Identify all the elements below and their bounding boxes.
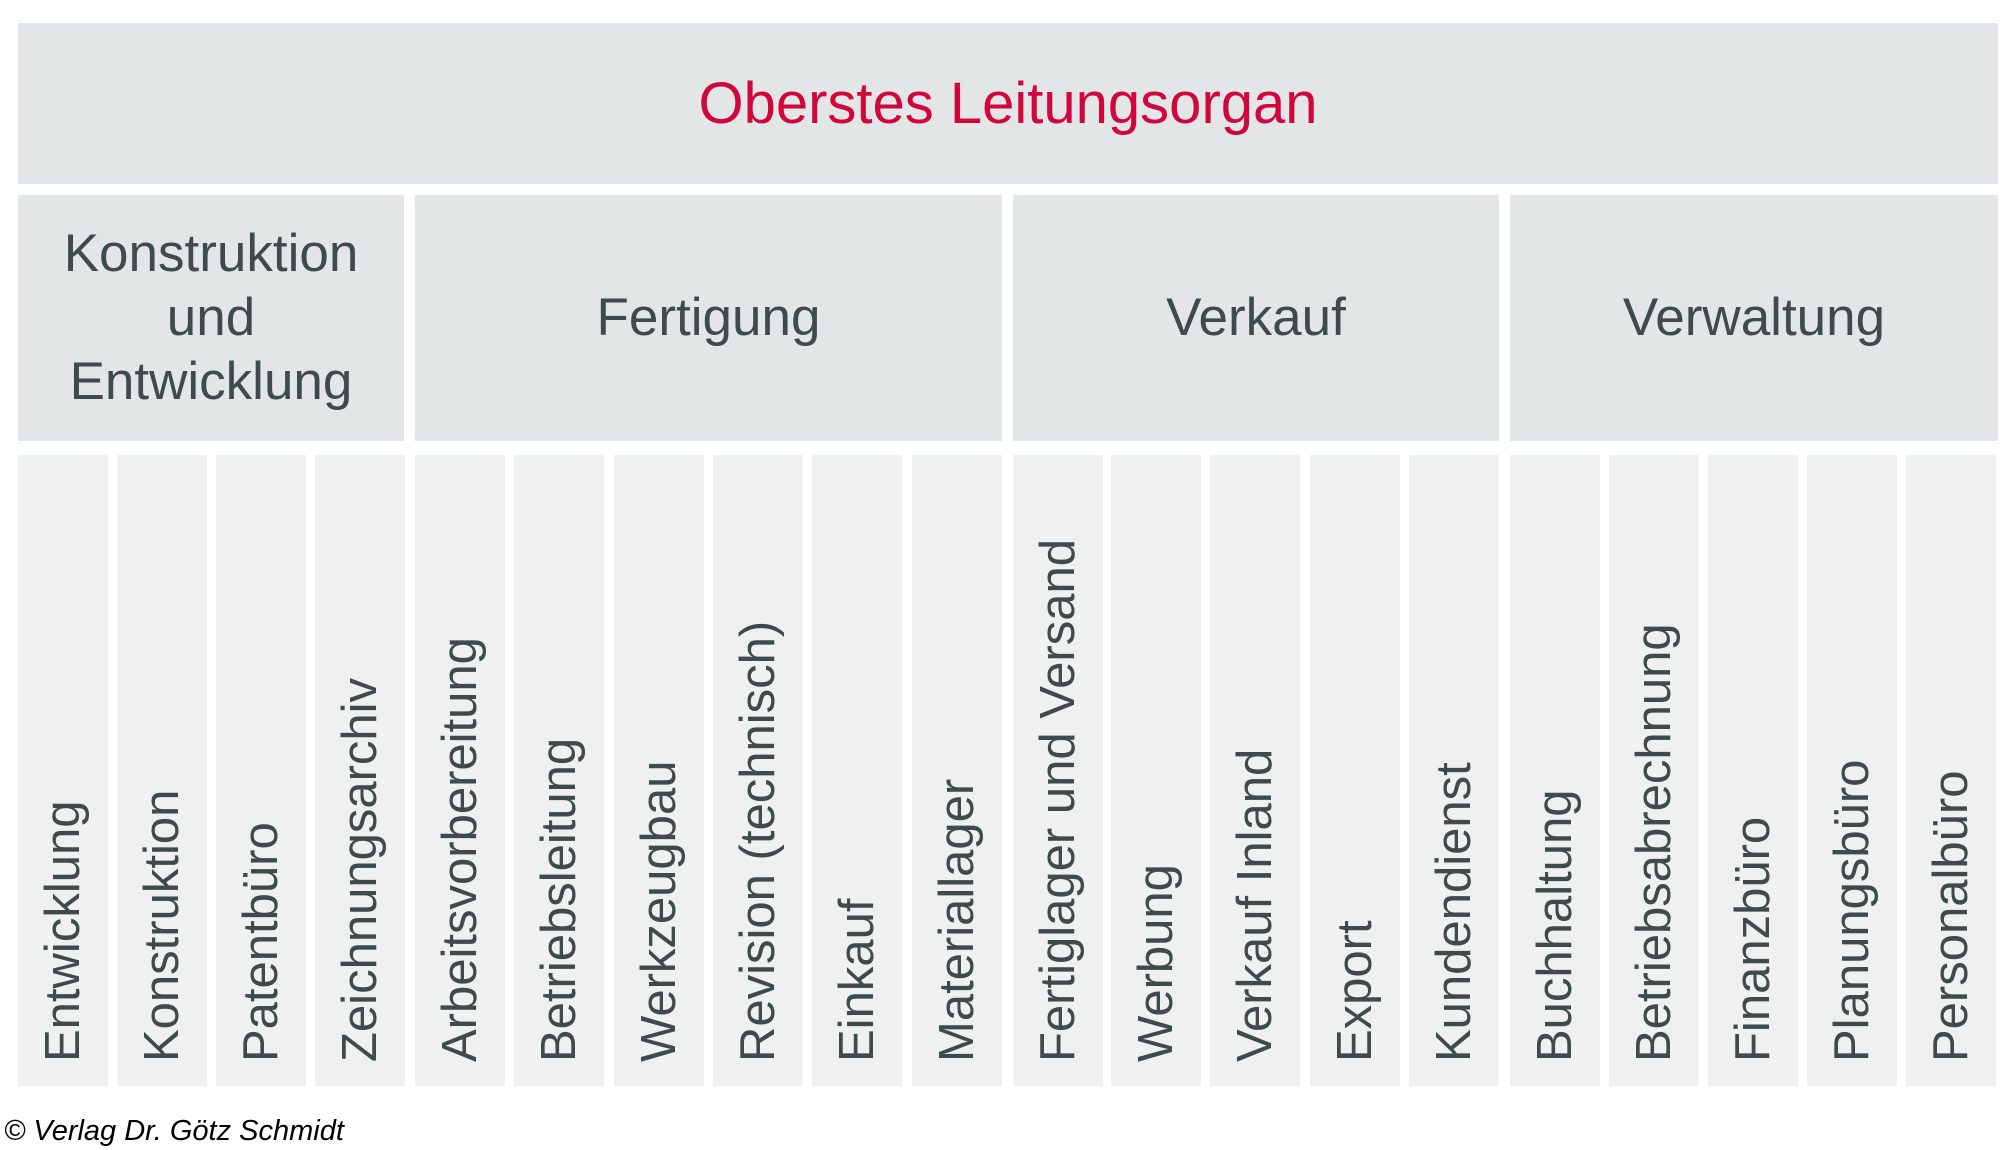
department-label: Fertigung bbox=[596, 288, 821, 347]
unit-label: Betriebsleitung bbox=[532, 737, 586, 1062]
unit-label: Entwicklung bbox=[36, 800, 90, 1062]
department-label: Verwaltung bbox=[1622, 288, 1886, 347]
unit-label: Fertiglager und Versand bbox=[1031, 539, 1085, 1062]
department-box-verkauf: Verkauf bbox=[1013, 195, 1499, 441]
unit-box: Werbung bbox=[1111, 455, 1201, 1086]
copyright-notice: © Verlag Dr. Götz Schmidt bbox=[4, 1115, 344, 1147]
unit-box: Entwicklung bbox=[18, 455, 108, 1086]
unit-box: Fertiglager und Versand bbox=[1013, 455, 1103, 1086]
unit-box: Zeichnungsarchiv bbox=[315, 455, 405, 1086]
unit-box: Buchhaltung bbox=[1510, 455, 1600, 1086]
unit-box: Betriebsabrechnung bbox=[1609, 455, 1699, 1086]
unit-box: Patentbüro bbox=[216, 455, 306, 1086]
top-management-box: Oberstes Leitungsorgan bbox=[18, 23, 1998, 184]
unit-label: Arbeitsvorbereitung bbox=[433, 637, 487, 1062]
unit-box: Arbeitsvorbereitung bbox=[415, 455, 505, 1086]
unit-label: Einkauf bbox=[830, 898, 884, 1062]
unit-box: Kundendienst bbox=[1409, 455, 1499, 1086]
unit-box: Materiallager bbox=[912, 455, 1002, 1086]
unit-label: Patentbüro bbox=[234, 822, 288, 1062]
top-management-title: Oberstes Leitungsorgan bbox=[698, 70, 1318, 136]
department-box-konstruktion: Konstruktion und Entwicklung bbox=[18, 195, 404, 441]
unit-box: Konstruktion bbox=[117, 455, 207, 1086]
unit-label: Betriebsabrechnung bbox=[1627, 623, 1681, 1062]
unit-label: Planungsbüro bbox=[1825, 759, 1879, 1062]
unit-label: Zeichnungsarchiv bbox=[333, 677, 387, 1062]
unit-label: Werbung bbox=[1129, 864, 1183, 1062]
unit-label: Export bbox=[1328, 920, 1382, 1062]
unit-label: Finanzbüro bbox=[1726, 816, 1780, 1062]
department-label: Verkauf bbox=[1166, 288, 1346, 347]
unit-label: Buchhaltung bbox=[1528, 789, 1582, 1062]
unit-box: Export bbox=[1310, 455, 1400, 1086]
unit-label: Revision (technisch) bbox=[731, 620, 785, 1062]
unit-box: Verkauf Inland bbox=[1210, 455, 1300, 1086]
unit-box: Revision (technisch) bbox=[713, 455, 803, 1086]
unit-box: Einkauf bbox=[812, 455, 902, 1086]
unit-box: Werkzeugbau bbox=[614, 455, 704, 1086]
unit-box: Personalbüro bbox=[1906, 455, 1996, 1086]
unit-label: Werkzeugbau bbox=[632, 760, 686, 1062]
unit-label: Konstruktion bbox=[135, 789, 189, 1062]
unit-label: Personalbüro bbox=[1924, 770, 1978, 1062]
department-label: Konstruktion und Entwicklung bbox=[63, 224, 359, 411]
unit-label: Materiallager bbox=[930, 778, 984, 1062]
unit-label: Kundendienst bbox=[1427, 762, 1481, 1062]
unit-label: Verkauf Inland bbox=[1228, 748, 1282, 1062]
department-box-verwaltung: Verwaltung bbox=[1510, 195, 1998, 441]
unit-box: Finanzbüro bbox=[1708, 455, 1798, 1086]
unit-box: Planungsbüro bbox=[1807, 455, 1897, 1086]
department-box-fertigung: Fertigung bbox=[415, 195, 1002, 441]
unit-box: Betriebsleitung bbox=[514, 455, 604, 1086]
